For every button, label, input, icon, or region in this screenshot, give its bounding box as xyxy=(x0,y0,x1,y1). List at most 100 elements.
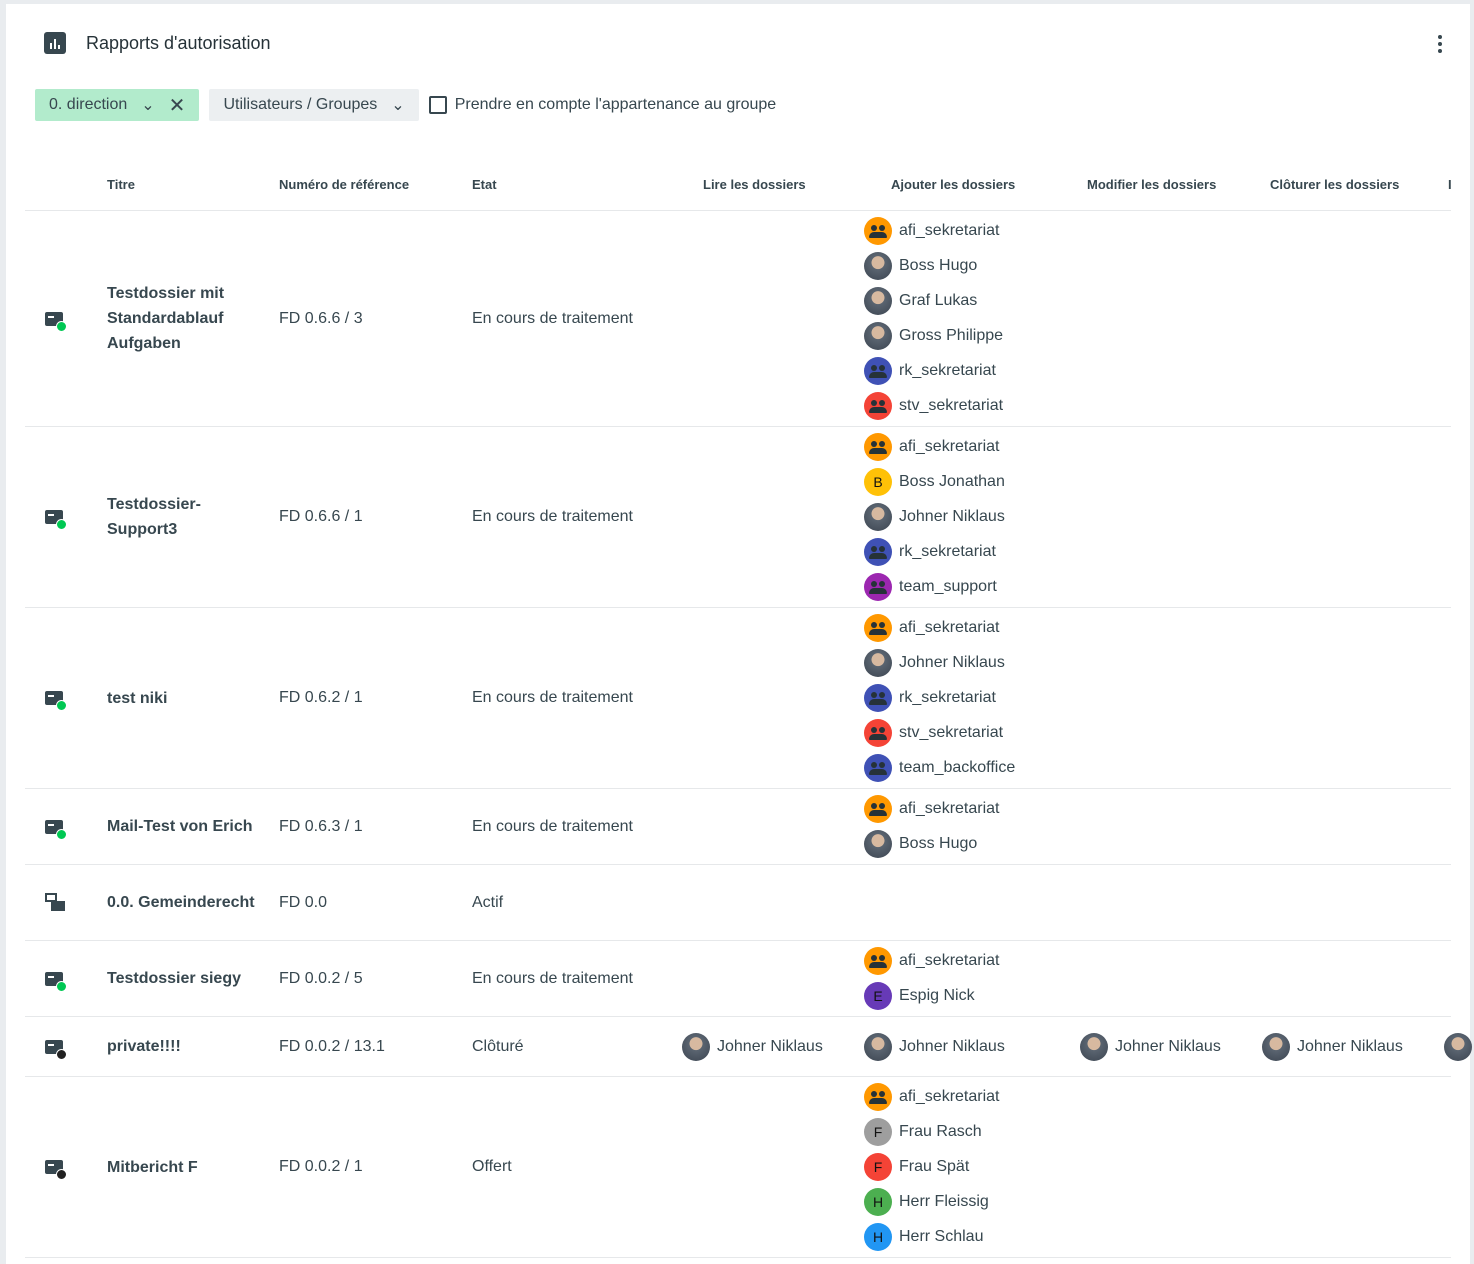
principal-entry[interactable]: Johner Niklaus xyxy=(864,646,1015,681)
principal-entry[interactable]: Graf Lukas xyxy=(864,284,1003,319)
more-vertical-icon[interactable] xyxy=(1430,30,1450,58)
principal-name: Johner Niklaus xyxy=(1115,1037,1221,1055)
table-row[interactable]: Testdossier siegy FD 0.0.2 / 5 En cours de… xyxy=(25,941,1451,1017)
group-icon xyxy=(864,1083,892,1111)
principal-entry[interactable]: E Espig Nick xyxy=(864,979,1000,1014)
status-dot-icon xyxy=(56,1169,67,1180)
icon-cell xyxy=(45,789,67,864)
close-list: Johner Niklaus xyxy=(1262,1017,1403,1076)
column-header[interactable]: Titre xyxy=(107,177,135,192)
principal-entry[interactable]: Boss Hugo xyxy=(864,249,1003,284)
chevron-down-icon[interactable]: ⌄ xyxy=(141,97,155,114)
principal-entry[interactable]: stv_sekretariat xyxy=(864,716,1015,751)
column-header[interactable]: Lire les dossiers xyxy=(703,177,806,192)
dossier-title-link[interactable]: Mail-Test von Erich xyxy=(107,818,253,835)
dossier-title-link[interactable]: test niki xyxy=(107,689,168,707)
group-icon xyxy=(864,392,892,420)
principal-entry[interactable]: Johner Niklaus xyxy=(864,500,1005,535)
user-initial-avatar: E xyxy=(864,982,892,1010)
icon-cell xyxy=(45,941,67,1016)
column-header[interactable]: Numéro de référence xyxy=(279,177,410,192)
principal-entry[interactable]: afi_sekretariat xyxy=(864,430,1005,465)
principal-name: Johner Niklaus xyxy=(717,1037,823,1055)
principal-entry[interactable]: H Herr Fleissig xyxy=(864,1185,1000,1220)
user-photo-avatar xyxy=(864,322,892,350)
column-header[interactable]: Clôturer les dossiers xyxy=(1270,177,1400,192)
principal-entry[interactable]: afi_sekretariat xyxy=(864,1080,1000,1115)
group-icon xyxy=(864,947,892,975)
principal-entry[interactable]: afi_sekretariat xyxy=(864,611,1015,646)
icon-cell xyxy=(45,1017,67,1076)
principal-filter[interactable]: Utilisateurs / Groupes ⌄ xyxy=(209,89,419,121)
icon-cell xyxy=(45,865,67,940)
table-row[interactable]: Mail-Test von Erich FD 0.6.3 / 1 En cours … xyxy=(25,789,1451,865)
principal-name: afi_sekretariat xyxy=(899,438,1000,455)
principal-entry[interactable]: Johner Niklaus xyxy=(864,1029,1005,1064)
principal-entry[interactable]: afi_sekretariat xyxy=(864,944,1000,979)
dossier-title-link[interactable]: 0.0. Gemeinderecht xyxy=(107,894,255,911)
principal-entry[interactable]: F Frau Spät xyxy=(864,1150,1000,1185)
dossier-icon xyxy=(45,689,67,711)
principal-entry[interactable]: rk_sekretariat xyxy=(864,354,1003,389)
table-row[interactable]: 0.0. Gemeinderecht FD 0.0 Actif xyxy=(25,865,1451,941)
add-list: afi_sekretariat Boss Hugo Graf Lukas Gross … xyxy=(864,211,1003,426)
chevron-down-icon[interactable]: ⌄ xyxy=(391,97,405,114)
principal-entry[interactable]: rk_sekretariat xyxy=(864,535,1005,570)
reference-number: FD 0.0.2 / 1 xyxy=(279,1158,363,1175)
column-header[interactable]: I xyxy=(1448,177,1452,192)
principal-name: rk_sekretariat xyxy=(899,689,996,706)
principal-entry[interactable]: team_support xyxy=(864,570,1005,605)
principal-entry[interactable]: H Herr Schlau xyxy=(864,1220,1000,1255)
principal-name: Espig Nick xyxy=(899,987,975,1004)
state: En cours de traitement xyxy=(472,817,633,835)
reference-number: FD 0.0 xyxy=(279,893,328,911)
clear-icon[interactable]: ✕ xyxy=(168,94,186,117)
table-row[interactable]: private!!!! FD 0.0.2 / 13.1 Clôturé Johner … xyxy=(25,1017,1472,1077)
principal-entry[interactable]: F Frau Rasch xyxy=(864,1115,1000,1150)
table-row[interactable]: Mitbericht F FD 0.0.2 / 1 Offert afi_sekret… xyxy=(25,1077,1451,1258)
table-row[interactable]: Testdossier mit Standardablauf Aufgaben F… xyxy=(25,211,1451,427)
add-list: afi_sekretariat Johner Niklaus rk_sekretar… xyxy=(864,608,1015,788)
principal-entry[interactable]: team_backoffice xyxy=(864,751,1015,786)
principal-entry[interactable]: Gross Philippe xyxy=(864,319,1003,354)
table-row[interactable]: Testdossier-Support3 FD 0.6.6 / 1 En cours… xyxy=(25,427,1451,608)
user-photo-avatar xyxy=(864,252,892,280)
principal-entry[interactable]: Johner Niklaus xyxy=(682,1029,823,1064)
dossier-title-link[interactable]: Testdossier siegy xyxy=(107,970,241,987)
principal-name: Frau Rasch xyxy=(899,1123,982,1140)
column-header[interactable]: Etat xyxy=(472,177,497,192)
principal-entry[interactable]: rk_sekretariat xyxy=(864,681,1015,716)
dossier-title-link[interactable]: Mitbericht F xyxy=(107,1158,198,1176)
principal-name: Herr Schlau xyxy=(899,1228,984,1245)
principal-entry[interactable]: afi_sekretariat xyxy=(864,214,1003,249)
extra-list xyxy=(1444,1017,1472,1076)
group-membership-checkbox[interactable]: Prendre en compte l'appartenance au grou… xyxy=(428,96,776,114)
principal-name: Johner Niklaus xyxy=(1297,1037,1403,1055)
principal-entry[interactable]: stv_sekretariat xyxy=(864,389,1003,424)
group-icon xyxy=(864,754,892,782)
group-icon xyxy=(864,573,892,601)
principal-entry[interactable]: Johner Niklaus xyxy=(1080,1029,1221,1064)
org-unit-filter[interactable]: 0. direction ⌄ ✕ xyxy=(35,89,200,121)
state: En cours de traitement xyxy=(472,508,633,525)
dossier-title-link[interactable]: Testdossier mit Standardablauf Aufgaben xyxy=(107,285,225,352)
column-header[interactable]: Modifier les dossiers xyxy=(1087,177,1217,192)
principal-entry[interactable] xyxy=(1444,1029,1472,1064)
group-icon xyxy=(864,433,892,461)
user-photo-avatar xyxy=(864,1032,892,1061)
add-list: afi_sekretariat B Boss Jonathan Johner Nikl… xyxy=(864,427,1005,607)
report-card: Rapports d'autorisation 0. direction ⌄ ✕… xyxy=(6,4,1472,1264)
reference-number: FD 0.6.3 / 1 xyxy=(279,817,363,835)
principal-name: Johner Niklaus xyxy=(899,1037,1005,1055)
column-header[interactable]: Ajouter les dossiers xyxy=(891,177,1016,192)
table-row[interactable]: test niki FD 0.6.2 / 1 En cours de traitem… xyxy=(25,608,1451,789)
checkbox-icon[interactable] xyxy=(428,96,447,114)
state: Actif xyxy=(472,893,504,911)
dossier-title-link[interactable]: Testdossier-Support3 xyxy=(107,496,201,538)
principal-entry[interactable]: B Boss Jonathan xyxy=(864,465,1005,500)
principal-entry[interactable]: Boss Hugo xyxy=(864,827,1000,862)
principal-entry[interactable]: afi_sekretariat xyxy=(864,792,1000,827)
principal-value: Utilisateurs / Groupes xyxy=(223,96,378,113)
dossier-title-link[interactable]: private!!!! xyxy=(107,1038,181,1055)
principal-entry[interactable]: Johner Niklaus xyxy=(1262,1029,1403,1064)
